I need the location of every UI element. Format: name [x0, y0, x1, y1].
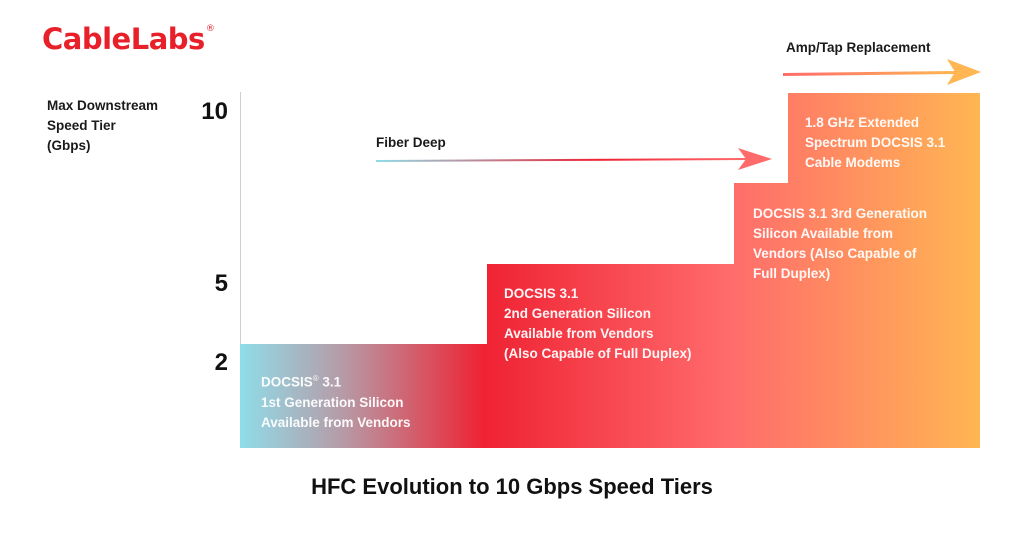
step-2-line: DOCSIS 3.1	[504, 286, 579, 301]
logo-text-cable: Cable	[42, 22, 131, 56]
cablelabs-logo: CableLabs®	[42, 22, 215, 56]
step-3-line: DOCSIS 3.1 3rd Generation	[753, 206, 928, 221]
amp-tap-arrow-icon	[783, 59, 981, 85]
y-axis-label-line: (Gbps)	[47, 138, 91, 153]
step-4-label: 1.8 GHz Extended Spectrum DOCSIS 3.1 Cab…	[805, 113, 945, 173]
amp-tap-label: Amp/Tap Replacement	[786, 40, 931, 55]
step-3-line: Silicon Available from	[753, 226, 894, 241]
step-3-line: Full Duplex)	[753, 266, 831, 281]
fiber-deep-arrow-icon	[376, 148, 772, 170]
y-axis-label-line: Speed Tier	[47, 118, 116, 133]
y-axis-label-line: Max Downstream	[47, 98, 159, 113]
step-2-line: 2nd Generation Silicon	[504, 306, 652, 321]
step-1-line: Available from Vendors	[261, 414, 411, 430]
logo-text-labs: Labs	[130, 22, 206, 56]
step-1-line: DOCSIS® 3.1	[261, 374, 342, 390]
step-4-line: 1.8 GHz Extended	[805, 115, 920, 130]
step-3-label: DOCSIS 3.1 3rd Generation Silicon Availa…	[753, 204, 927, 284]
step-2-label: DOCSIS 3.1 2nd Generation Silicon Availa…	[504, 284, 692, 364]
step-shapes	[240, 93, 980, 448]
step-4-line: Cable Modems	[805, 155, 901, 170]
y-axis-line	[240, 92, 241, 448]
y-tick-10: 10	[201, 98, 228, 125]
step-3-line: Vendors (Also Capable of	[753, 246, 917, 261]
step-chart	[240, 93, 980, 448]
y-tick-2: 2	[214, 349, 228, 376]
diagram-title: HFC Evolution to 10 Gbps Speed Tiers	[311, 474, 713, 499]
step-4-line: Spectrum DOCSIS 3.1	[805, 135, 946, 150]
step-2-line: Available from Vendors	[504, 326, 654, 341]
step-1-label: DOCSIS® 3.1 1st Generation Silicon Avail…	[261, 369, 411, 433]
y-axis-label: Max Downstream Speed Tier (Gbps)	[47, 96, 187, 156]
fiber-deep-label: Fiber Deep	[376, 135, 446, 150]
step-1-line: 1st Generation Silicon	[261, 394, 404, 410]
registered-mark: ®	[205, 24, 215, 34]
step-2-line: (Also Capable of Full Duplex)	[504, 346, 692, 361]
y-tick-5: 5	[214, 270, 228, 297]
